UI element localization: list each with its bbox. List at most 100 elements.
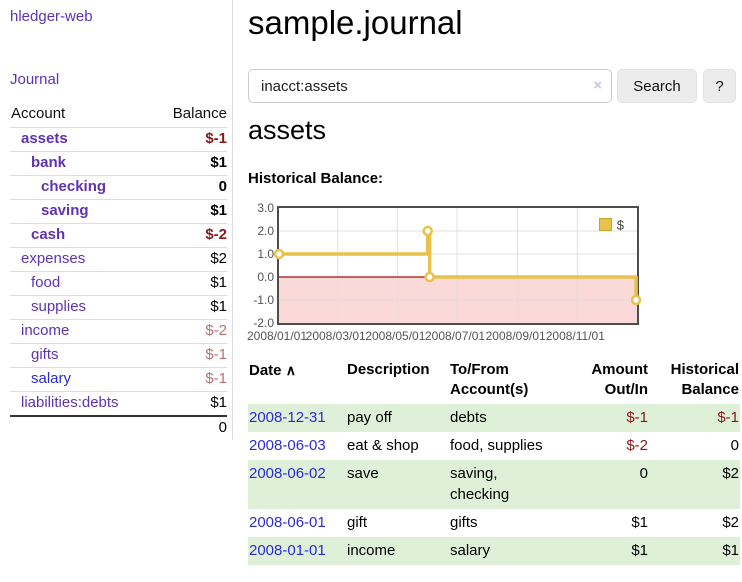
y-tick-label: 0.0 [257,270,274,284]
account-balance: $1 [153,151,227,176]
transaction-balance: $2 [722,465,739,482]
account-link-expenses[interactable]: expenses [21,250,86,267]
search-input-wrap: × [248,69,612,103]
register-row: 2008-06-03 eat & shop food, supplies $-2… [248,432,740,460]
register-header-description: Description [347,361,430,378]
transaction-description: income [347,542,396,559]
x-tick-label: 2008/03/01 [305,329,366,343]
help-button[interactable]: ? [703,69,736,103]
account-row-expenses: expenses $2 [10,247,227,272]
account-row-checking: checking 0 [10,175,227,200]
main-content: sample.journal × Search ? assets Histori… [246,0,742,582]
y-tick-label: 3.0 [257,201,274,215]
transaction-description: save [347,465,379,482]
accounts-header-balance: Balance [153,101,227,128]
x-tick-label: 2008/11/01 [545,329,605,343]
account-balance: $-2 [153,223,227,248]
register-row: 2008-01-01 income salary $1 $1 [248,537,740,565]
account-link-saving[interactable]: saving [41,202,89,219]
account-balance: $-1 [153,127,227,152]
account-link-gifts[interactable]: gifts [31,346,59,363]
x-tick-label: 2008/07/01 [424,329,486,343]
chart-legend: $ [599,216,624,233]
account-link-supplies[interactable]: supplies [31,298,87,315]
account-balance: $2 [153,247,227,272]
account-link-bank[interactable]: bank [31,154,67,171]
account-link-assets[interactable]: assets [21,130,68,147]
register-header-balance: Historical Balance [670,361,739,398]
account-balance: $1 [153,271,227,296]
register-table: Date ∧ Description To/From Account(s) Am… [248,358,740,565]
chart-title: Historical Balance: [248,170,384,187]
accounts-table-header: Account Balance [10,101,227,128]
register-header-row: Date ∧ Description To/From Account(s) Am… [248,358,740,404]
clear-search-icon[interactable]: × [593,77,602,94]
register-header-date[interactable]: Date ∧ [249,362,296,379]
account-row-supplies: supplies $1 [10,295,227,320]
legend-color-swatch [599,218,613,232]
x-tick-label: 2008/01/01 [246,329,308,343]
register-row: 2008-12-31 pay off debts $-1 $-1 [248,404,740,432]
x-tick-label: 2008/05/01 [365,329,426,343]
transaction-balance: $-1 [717,409,739,426]
transaction-accounts: gifts [450,514,478,531]
transaction-amount: $1 [631,542,648,559]
transaction-balance: $2 [722,514,739,531]
account-row-income: income $-2 [10,319,227,344]
account-link-food[interactable]: food [31,274,61,291]
register-row: 2008-06-01 gift gifts $1 $2 [248,509,740,537]
account-link-liabilities-debts[interactable]: liabilities:debts [21,394,119,411]
transaction-description: gift [347,514,368,531]
account-balance: $1 [153,391,227,417]
register-header-accounts: To/From Account(s) [450,361,529,398]
sidebar-item-journal[interactable]: Journal [10,71,60,88]
accounts-header-account: Account [10,101,154,128]
accounts-total-row: 0 [10,415,227,440]
accounts-table: Account Balance assets $-1 bank $1 check… [10,101,227,440]
x-tick-label: 2008/09/01 [485,329,546,343]
transaction-description: eat & shop [347,437,419,454]
chart-svg [273,208,642,323]
search-row: × Search ? [248,69,742,103]
account-link-checking[interactable]: checking [41,178,107,195]
account-link-cash[interactable]: cash [31,226,66,243]
page-title: sample.journal [248,4,463,41]
register-row: 2008-06-02 save saving, checking 0 $2 [248,460,740,509]
search-button[interactable]: Search [617,69,697,103]
transaction-date-link[interactable]: 2008-06-01 [249,514,326,531]
transaction-amount: $-2 [626,437,648,454]
y-tick-label: -1.0 [253,293,274,307]
account-row-gifts: gifts $-1 [10,343,227,368]
transaction-description: pay off [347,409,392,426]
transaction-accounts: saving, checking [450,465,510,503]
search-input[interactable] [248,69,612,103]
transaction-date-link[interactable]: 2008-06-02 [249,465,326,482]
register-header-amount: Amount Out/In [591,361,648,398]
transaction-amount: $-1 [626,409,648,426]
historical-balance-chart: 3.0 2.0 1.0 0.0 -1.0 -2.0 $ 2008/01/01 2008/03… [246,201,742,346]
account-balance: $-1 [153,343,227,368]
transaction-date-link[interactable]: 2008-01-01 [249,542,326,559]
transaction-accounts: debts [450,409,487,426]
transaction-accounts: food, supplies [450,437,543,454]
sort-ascending-icon: ∧ [285,362,296,378]
account-link-salary[interactable]: salary [31,370,72,387]
sidebar: hledger-web Journal Account Balance asse… [0,0,233,440]
transaction-date-link[interactable]: 2008-12-31 [249,409,326,426]
account-row-assets: assets $-1 [10,127,227,152]
account-row-food: food $1 [10,271,227,296]
account-balance: $1 [153,199,227,224]
accounts-total-value: 0 [153,415,227,440]
transaction-amount: 0 [639,465,648,482]
account-row-bank: bank $1 [10,151,227,176]
account-link-income[interactable]: income [21,322,70,339]
app-title-link[interactable]: hledger-web [10,8,93,25]
legend-series-label: $ [616,217,624,233]
account-row-cash: cash $-2 [10,223,227,248]
transaction-amount: $1 [631,514,648,531]
y-tick-label: 1.0 [257,247,274,261]
transaction-date-link[interactable]: 2008-06-03 [249,437,326,454]
account-row-salary: salary $-1 [10,367,227,392]
chart-plot-area: $ [273,206,642,325]
account-balance: $-1 [153,367,227,392]
